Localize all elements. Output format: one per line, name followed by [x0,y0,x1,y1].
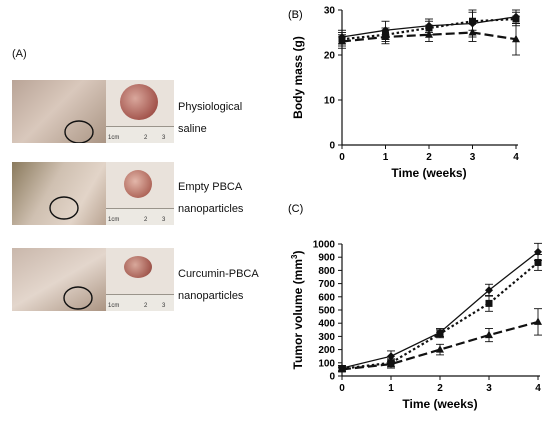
data-point-triangle [534,317,542,325]
series-line-triangle [341,31,517,43]
data-point-diamond [485,286,493,295]
data-point-triangle [338,364,346,373]
y-tick-label: 600 [318,292,335,303]
mouse-photo-saline [12,80,109,144]
series-line-square [341,17,517,41]
body-mass-chart: (B) Body mass (g) Time (weeks) 0 10 20 30 0 1… [288,6,520,180]
y-tick-label: 700 [318,279,335,290]
y-tick-label: 100 [318,358,335,369]
data-point-square [436,330,444,338]
data-point-triangle [381,32,390,40]
y-tick-label: 200 [318,345,335,356]
y-axis-label: Body mass (g) [291,36,305,119]
x-tick-label: 3 [486,383,492,394]
tumor-circle-icon [63,286,93,310]
x-tick-label: 4 [513,152,519,163]
y-tick-label: 0 [329,141,335,152]
data-point-triangle [338,37,346,45]
tumor-volume-chart: (C) Tumor volume (mm3) Time (weeks) 0 100… [288,203,542,411]
ruler: 1cm 2 3 [106,294,174,311]
data-point-square [534,258,542,266]
y-tick-label: 800 [318,266,335,277]
x-tick-label: 2 [437,383,443,394]
mouse-photo-curcumin-pbca [12,248,109,311]
x-tick-label: 2 [426,152,432,163]
x-tick-label: 1 [388,383,394,394]
panel-a-letter: (A) [12,48,27,60]
panel-b-letter: (B) [288,9,303,21]
data-point-triangle [425,30,433,38]
y-tick-label: 10 [324,96,336,107]
y-axis-label: Tumor volume (mm3) [290,251,305,370]
y-tick-label: 30 [324,6,336,17]
x-tick-label: 4 [535,383,541,394]
y-tick-label: 20 [324,51,336,62]
ruler: 1cm 2 3 [106,126,174,143]
tumor-image-empty-pbca: 1cm 2 3 [106,162,174,225]
series-line-triangle [341,320,539,371]
y-tick-label: 0 [329,372,335,383]
x-tick-label: 3 [470,152,476,163]
ruler: 1cm 2 3 [106,208,174,225]
tumor-image-saline: 1cm 2 3 [106,80,174,143]
y-tick-label: 400 [318,319,335,330]
panel-c-letter: (C) [288,203,303,215]
y-tick-label: 1000 [313,240,336,251]
x-tick-label: 0 [339,152,345,163]
y-tick-label: 500 [318,306,335,317]
tumor-image-curcumin-pbca: 1cm 2 3 [106,248,174,311]
data-point-triangle [512,34,520,43]
data-point-triangle [436,345,444,353]
x-axis-label: Time (weeks) [402,397,477,411]
data-point-square [469,17,476,25]
data-point-triangle [485,330,493,339]
x-tick-label: 1 [383,152,389,163]
group-label-saline: Physiological saline [178,101,243,135]
tumor-circle-icon [49,196,79,220]
x-axis-label: Time (weeks) [391,166,466,180]
group-label-curcumin-pbca: Curcumin-PBCA nanoparticles [178,268,259,302]
data-point-triangle [468,28,477,36]
mouse-photo-empty-pbca [12,162,109,225]
data-point-diamond [534,247,542,256]
data-point-diamond [387,352,395,361]
tumor-circle-icon [64,120,94,144]
y-tick-label: 300 [318,332,335,343]
data-point-triangle [387,359,395,368]
data-point-square [512,15,520,23]
x-tick-label: 0 [339,383,345,394]
y-tick-label: 900 [318,253,335,264]
data-point-square [485,299,493,307]
group-label-empty-pbca: Empty PBCA nanoparticles [178,181,244,215]
